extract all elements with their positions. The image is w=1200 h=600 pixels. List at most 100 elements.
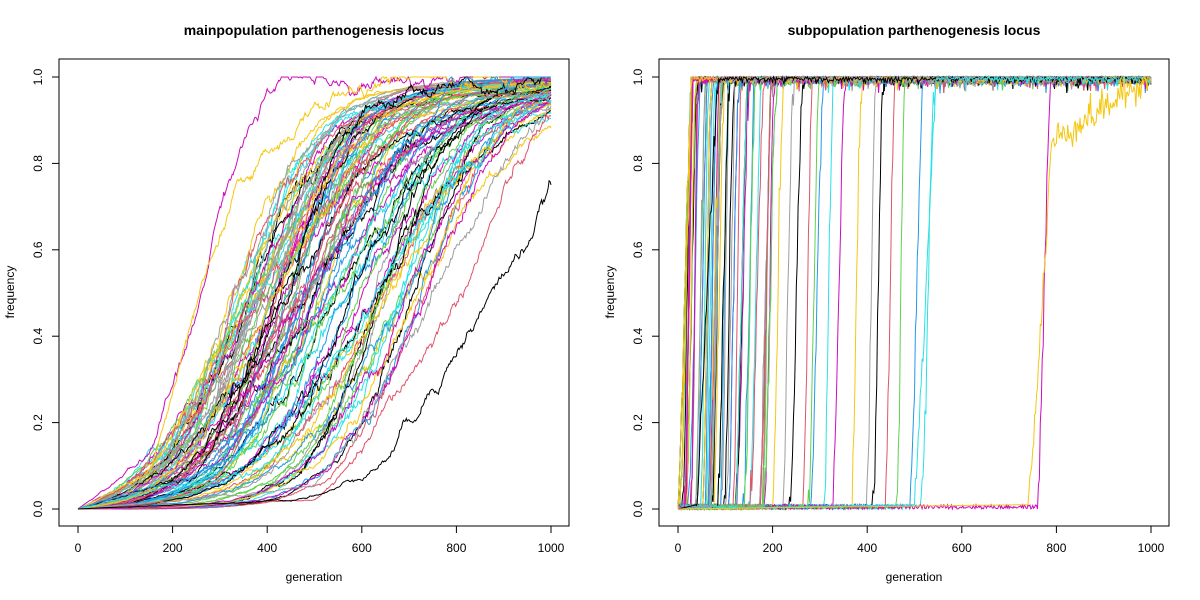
- mainpopulation-chart: mainpopulation parthenogenesis locus 0 20…: [3, 22, 570, 584]
- series-line-1: [677, 75, 1152, 510]
- series-line-36: [677, 75, 1152, 510]
- x-tick-label: 1000: [1138, 541, 1165, 555]
- series-line-44: [677, 75, 1152, 510]
- series-line-15: [677, 75, 1152, 511]
- x-tick-label: 800: [1046, 541, 1066, 555]
- series-line-92: [677, 75, 1152, 511]
- series-line-76: [677, 75, 1152, 511]
- series-line-90: [677, 75, 1152, 511]
- series-line-25: [677, 75, 1151, 511]
- series-line-key-4: [77, 93, 552, 510]
- series-line-37: [677, 75, 1152, 511]
- series-line-58: [77, 96, 552, 510]
- series-line-81: [677, 75, 1152, 511]
- series-line-84: [77, 93, 552, 510]
- series-line-69: [677, 75, 1152, 511]
- series-line-4: [677, 75, 1152, 510]
- series-line-86: [677, 75, 1152, 506]
- y-tick-label: 0.8: [31, 155, 45, 172]
- series-line-32: [677, 75, 1152, 510]
- series-line-84: [677, 75, 1152, 509]
- series-line-74: [677, 75, 1152, 509]
- series-line-77: [78, 100, 552, 510]
- series-line-91: [77, 82, 552, 510]
- series-line-58: [677, 75, 1152, 511]
- series-line-75: [677, 75, 1152, 511]
- series-line-30: [677, 75, 1152, 511]
- y-axis: 0.0 0.2 0.4 0.6 0.8 1.0: [31, 68, 60, 517]
- series-line-66: [677, 75, 1152, 510]
- series-line-27: [677, 75, 1152, 511]
- y-tick-label: 1.0: [31, 68, 45, 85]
- series-line-28: [677, 75, 1152, 511]
- series-line-22: [677, 75, 1152, 511]
- series-line-34: [677, 75, 1152, 510]
- series-line-50: [677, 75, 1152, 510]
- series-line-88: [677, 75, 1152, 510]
- y-tick-label: 0.6: [631, 241, 645, 258]
- series-line-35: [677, 75, 1152, 511]
- series-line-69: [77, 92, 552, 510]
- series-line-key-7: [78, 179, 552, 510]
- series-line-52: [677, 75, 1152, 509]
- y-tick-label: 0.2: [31, 414, 45, 431]
- series-line-71: [677, 75, 1152, 511]
- series-line-key-3: [77, 76, 551, 510]
- series-line-83: [677, 75, 1152, 511]
- series-line-48: [677, 75, 1152, 511]
- series-line-80: [677, 75, 1152, 511]
- y-tick-label: 0.0: [631, 500, 645, 517]
- series-line-57: [677, 75, 1152, 511]
- series-line-57: [77, 100, 552, 510]
- y-tick-label: 1.0: [631, 68, 645, 85]
- series-layer: [677, 75, 1152, 511]
- series-line-91: [677, 75, 1152, 511]
- series-line-16: [677, 75, 1152, 511]
- series-line-0: [677, 75, 1152, 511]
- series-line-7: [677, 75, 1152, 511]
- series-line-82: [677, 75, 1152, 511]
- chart-title: subpopulation parthenogenesis locus: [788, 22, 1041, 38]
- series-line-3: [677, 75, 1152, 511]
- x-tick-label: 800: [446, 541, 466, 555]
- series-line-40: [677, 75, 1152, 511]
- series-line-79: [677, 75, 1152, 511]
- x-axis: 0 200 400 600 800 1000: [75, 525, 565, 555]
- series-line-62: [677, 75, 1152, 509]
- series-line-77: [677, 75, 1152, 510]
- series-line-85: [77, 94, 552, 510]
- series-line-94: [77, 81, 552, 510]
- series-line-33: [677, 75, 1152, 511]
- series-line-88: [78, 86, 552, 510]
- series-line-51: [677, 75, 1152, 511]
- x-tick-label: 600: [952, 541, 972, 555]
- series-line-56: [677, 75, 1152, 511]
- y-tick-label: 0.8: [631, 155, 645, 172]
- series-line-12: [677, 75, 1152, 511]
- series-line-8: [677, 75, 1152, 511]
- y-tick-label: 0.4: [631, 328, 645, 345]
- series-line-26: [677, 75, 1152, 511]
- x-tick-label: 0: [75, 541, 82, 555]
- series-line-54: [78, 108, 552, 510]
- series-line-87: [677, 75, 1152, 511]
- plot-frame: [658, 58, 1170, 527]
- series-line-93: [677, 75, 1152, 511]
- series-line-61: [677, 75, 1152, 511]
- chart-title: mainpopulation parthenogenesis locus: [184, 22, 445, 38]
- subpopulation-chart: subpopulation parthenogenesis locus 0 200…: [603, 22, 1170, 584]
- series-line-14: [677, 75, 1152, 511]
- series-line-95: [77, 91, 552, 510]
- series-line-10: [677, 75, 1152, 511]
- series-line-41: [677, 75, 1152, 511]
- x-tick-label: 1000: [538, 541, 565, 555]
- series-line-83: [78, 103, 552, 510]
- series-line-78: [677, 75, 1152, 511]
- series-line-60: [677, 75, 1152, 511]
- x-axis-label: generation: [886, 570, 943, 584]
- series-line-6: [677, 75, 1152, 511]
- series-line-18: [677, 75, 1152, 511]
- series-line-95: [677, 75, 1152, 511]
- series-line-key-0: [677, 75, 1151, 510]
- series-line-32: [77, 93, 552, 510]
